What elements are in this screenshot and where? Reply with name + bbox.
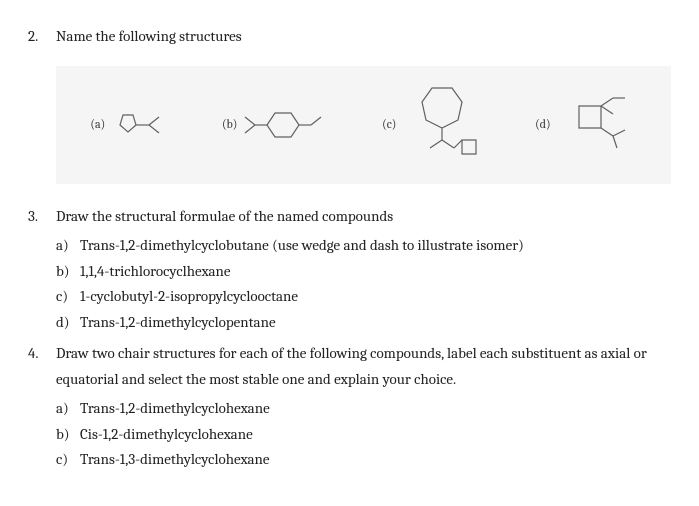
q3-c-letter: c) [56, 284, 80, 310]
q3-a-text: Trans-1,2-dimethylcyclobutane (use wedge… [80, 233, 671, 259]
question-4-header: 4. Draw two chair structures for each of… [28, 341, 671, 392]
question-3: 3. Draw the structural formulae of the n… [28, 204, 671, 336]
structure-c: (c) [382, 82, 486, 168]
structure-d: (d) [535, 90, 636, 160]
structure-d-svg [557, 90, 637, 160]
question-2-header: 2. Name the following structures [28, 24, 671, 50]
question-2-number: 2. [28, 24, 56, 50]
question-3-number: 3. [28, 204, 56, 230]
q3-d-letter: d) [56, 310, 80, 336]
q3-a-letter: a) [56, 233, 80, 259]
q3-b-text: 1,1,4-trichlorocyclhexane [80, 259, 671, 285]
structures-figure: (a) (b) [56, 66, 671, 184]
q4-item-c: c) Trans-1,3-dimethylcyclohexane [56, 447, 671, 473]
structure-b-svg [243, 103, 333, 147]
q3-item-b: b) 1,1,4-trichlorocyclhexane [56, 259, 671, 285]
q4-item-a: a) Trans-1,2-dimethylcyclohexane [56, 396, 671, 422]
structure-c-label: (c) [382, 114, 396, 134]
q3-item-a: a) Trans-1,2-dimethylcyclobutane (use we… [56, 233, 671, 259]
q4-c-text: Trans-1,3-dimethylcyclohexane [80, 447, 671, 473]
q3-item-c: c) 1-cyclobutyl-2-isopropylcyclooctane [56, 284, 671, 310]
q3-d-text: Trans-1,2-dimethylcyclopentane [80, 310, 671, 336]
structure-c-svg [402, 82, 486, 168]
q4-b-text: Cis-1,2-dimethylcyclohexane [80, 422, 671, 448]
q3-c-text: 1-cyclobutyl-2-isopropylcyclooctane [80, 284, 671, 310]
q4-b-letter: b) [56, 422, 80, 448]
structure-d-label: (d) [535, 114, 550, 134]
question-4-number: 4. [28, 341, 56, 367]
q4-a-text: Trans-1,2-dimethylcyclohexane [80, 396, 671, 422]
structure-b-label: (b) [222, 114, 237, 134]
question-4-text: Draw two chair structures for each of th… [56, 341, 671, 392]
structure-a-label: (a) [90, 114, 105, 134]
question-2-text: Name the following structures [56, 24, 671, 50]
q4-a-letter: a) [56, 396, 80, 422]
structure-a-svg [111, 105, 173, 145]
q3-b-letter: b) [56, 259, 80, 285]
structure-a: (a) [90, 105, 173, 145]
structure-b: (b) [222, 103, 333, 147]
q3-item-d: d) Trans-1,2-dimethylcyclopentane [56, 310, 671, 336]
q4-item-b: b) Cis-1,2-dimethylcyclohexane [56, 422, 671, 448]
question-2: 2. Name the following structures (a) (b) [28, 24, 671, 184]
question-3-header: 3. Draw the structural formulae of the n… [28, 204, 671, 230]
q4-c-letter: c) [56, 447, 80, 473]
question-4: 4. Draw two chair structures for each of… [28, 341, 671, 473]
question-3-text: Draw the structural formulae of the name… [56, 204, 671, 230]
